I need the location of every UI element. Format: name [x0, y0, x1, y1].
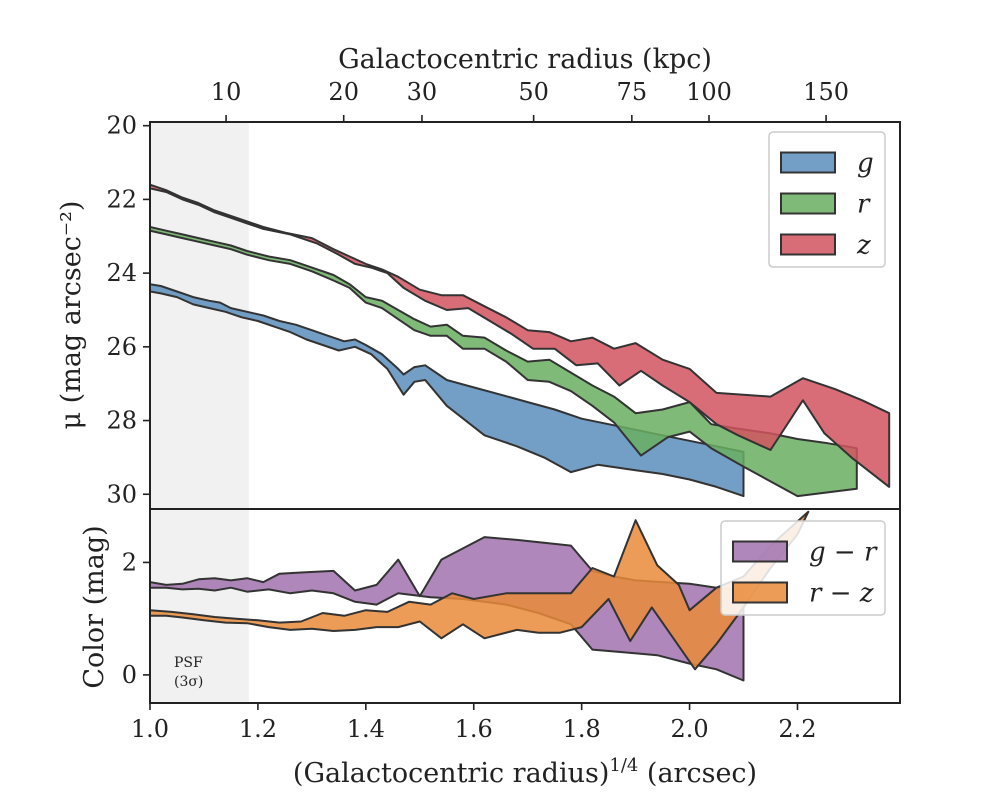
legend-label-g: g	[857, 149, 874, 179]
legend-label-r: r	[857, 190, 871, 220]
band-r	[150, 226, 858, 498]
x-tick-label: 2.2	[778, 715, 816, 743]
top-axis-tick-label: 100	[686, 78, 732, 106]
top-axis-tick-label: 50	[518, 78, 549, 106]
x-axis-title-units: (arcsec)	[638, 758, 757, 789]
top-axis-tick-label: 150	[803, 78, 849, 106]
top-y-tick-label: 22	[106, 185, 137, 213]
x-tick-label: 1.2	[239, 715, 277, 743]
surface-brightness-panel: 20 22 24 26 28 30 10 20 30 50 75 100 150 grz	[106, 78, 901, 510]
x-axis-title-main: (Galactocentric radius)	[293, 758, 609, 789]
top-y-axis-title: μ (mag arcsec⁻²)	[56, 201, 87, 430]
legend-label-r-z: r − z	[809, 579, 874, 609]
top-axis-tick-label: 30	[407, 78, 438, 106]
band-z	[150, 183, 891, 488]
bottom-y-axis-title: Color (mag)	[79, 525, 110, 688]
bottom-y-tick-label: 2	[122, 548, 137, 576]
top-axis-tick-label: 75	[617, 78, 648, 106]
legend-swatch-g-r	[732, 540, 788, 563]
legend-swatch-r-z	[732, 581, 788, 604]
x-tick-label: 1.4	[347, 715, 385, 743]
top-y-tick-label: 30	[106, 480, 137, 508]
psf-region-bottom	[150, 509, 249, 703]
legend-label-g-r: g − r	[809, 538, 878, 568]
bottom-y-tick-label: 0	[122, 661, 137, 689]
x-tick-label: 2.0	[670, 715, 708, 743]
top-y-tick-label: 20	[106, 112, 137, 140]
top-y-tick-label: 28	[106, 407, 137, 435]
x-axis-title-superscript: 1/4	[609, 755, 638, 776]
legend-label-z: z	[856, 231, 871, 261]
top-axis-tick-label: 10	[211, 78, 242, 106]
x-tick-label: 1.0	[131, 715, 169, 743]
psf-region-top	[150, 122, 249, 509]
top-axis-title: Galactocentric radius (kpc)	[338, 44, 712, 75]
psf-label: PSF	[174, 655, 203, 671]
top-y-tick-label: 26	[106, 333, 137, 361]
x-tick-label: 1.8	[563, 715, 601, 743]
legend-swatch-r	[780, 192, 836, 215]
x-tick-label: 1.6	[455, 715, 493, 743]
legend-swatch-g	[780, 151, 836, 174]
top-axis-tick-label: 20	[328, 78, 359, 106]
legend-swatch-z	[780, 233, 836, 256]
bottom-panel-frame	[149, 508, 901, 704]
x-axis-title: (Galactocentric radius)1/4 (arcsec)	[293, 755, 757, 789]
top-y-tick-label: 24	[106, 259, 137, 287]
psf-sigma-label: (3σ)	[174, 674, 203, 690]
color-panel: 0 2 1.0 1.2 1.4 1.6 1.8 2.0 2.2 PSF (3σ) g − r r − z	[122, 508, 901, 743]
